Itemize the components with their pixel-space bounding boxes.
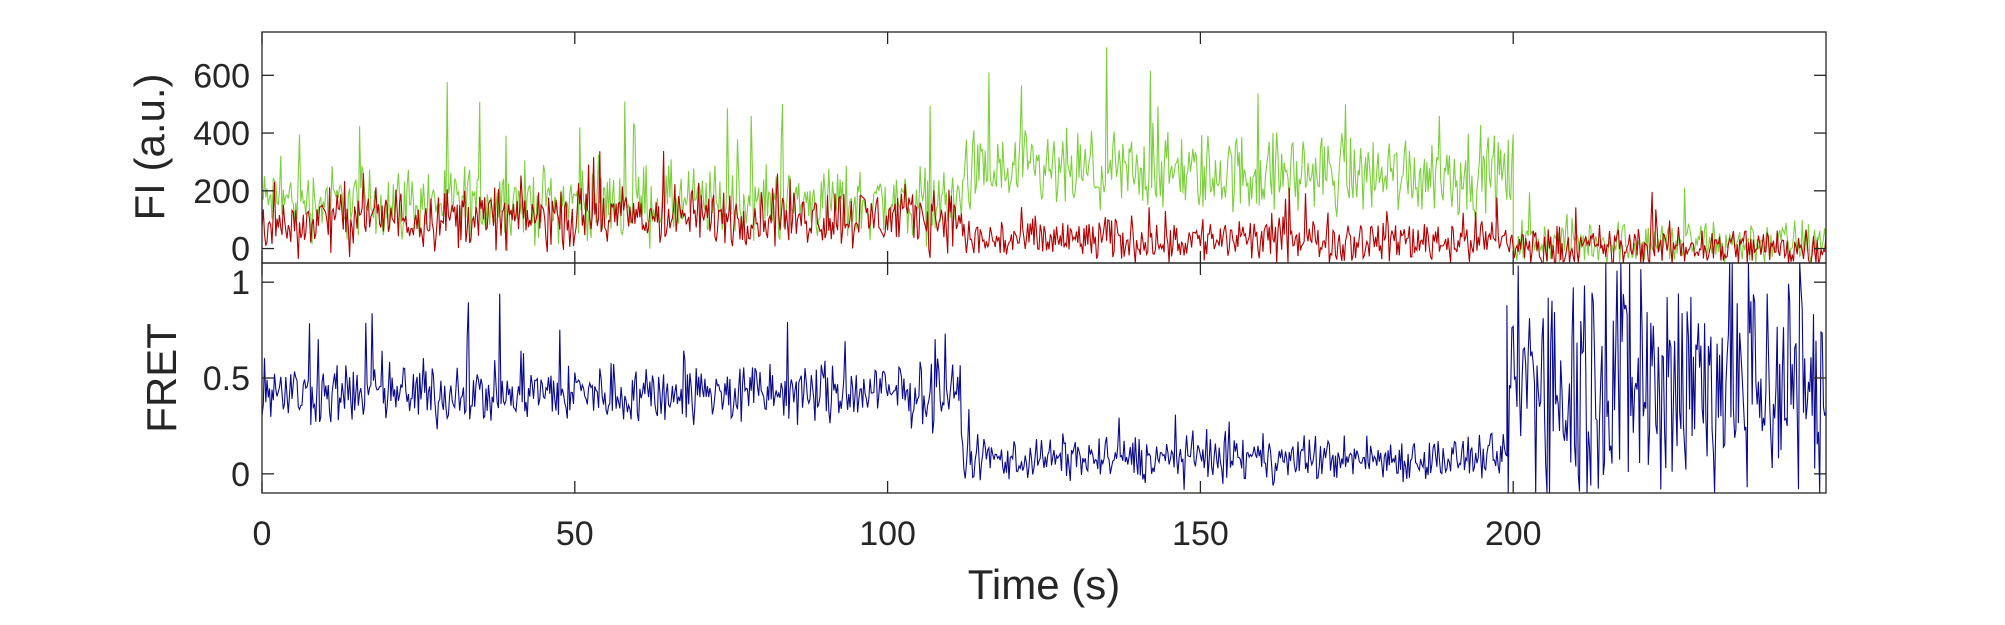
fluorescence-ytick-label: 0 [231,231,250,269]
time-tick-label: 0 [253,515,272,553]
fret-ytick-label: 0 [231,456,250,494]
acceptor-red-trace [261,150,1827,264]
time-tick-label: 150 [1172,515,1229,553]
fret-ticks: 00.51 [203,263,1826,494]
time-ticks: 0 50 100 150 200 [253,515,1542,553]
fret-ytick-label: 1 [231,264,250,302]
fret-ytick-label: 0.5 [203,360,250,398]
time-axis-title: Time (s) [968,561,1120,608]
time-tick-label: 200 [1485,515,1542,553]
fret-traces [261,262,1827,494]
fret-panel: 00.51 FRET [138,262,1827,494]
fluorescence-y-axis-title: FI (a.u.) [126,73,173,220]
fret-y-axis-title: FRET [138,323,185,433]
fluorescence-traces [261,47,1827,264]
fluorescence-ytick-label: 200 [193,173,250,211]
fluorescence-ytick-label: 600 [193,57,250,95]
fluorescence-ticks: 0 200 400 600 [193,32,1826,269]
time-tick-label: 100 [859,515,916,553]
fret-efficiency-trace [261,262,1827,494]
time-axis: 0 50 100 150 200 Time (s) [253,515,1542,608]
time-tick-label: 50 [556,515,594,553]
fluorescence-panel: 0 200 400 600 FI (a.u.) [126,31,1827,269]
fluorescence-ytick-label: 400 [193,115,250,153]
